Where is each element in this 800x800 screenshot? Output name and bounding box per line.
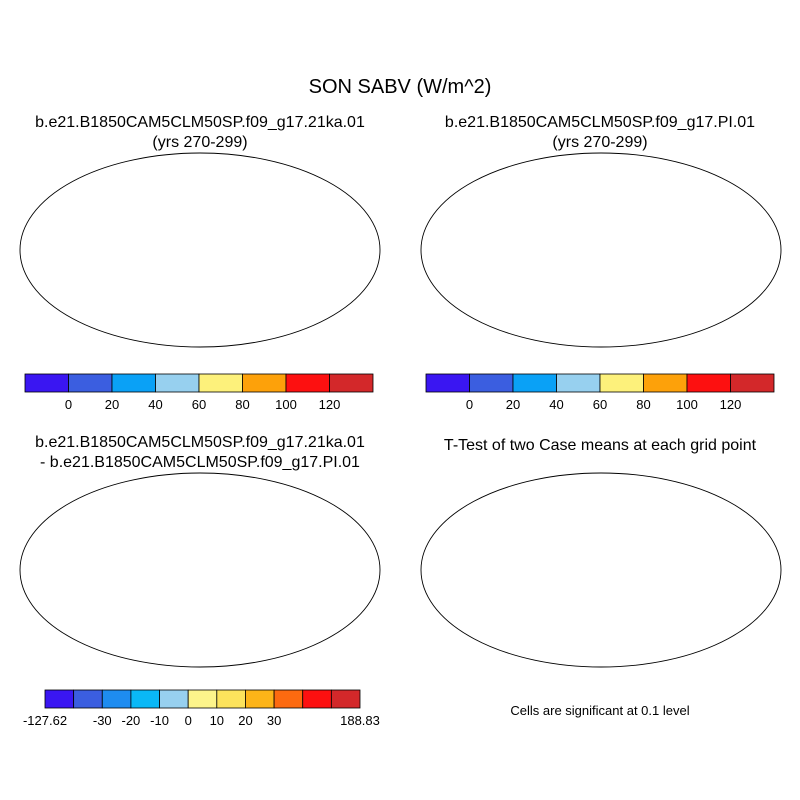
map-panel-diff bbox=[19, 472, 381, 668]
panel-b-title-line2: (yrs 270-299) bbox=[552, 134, 648, 151]
panel-ttest-title: T-Test of two Case means at each grid po… bbox=[443, 437, 757, 454]
landmass-nz bbox=[763, 620, 773, 634]
ocean-background bbox=[20, 153, 380, 347]
colorbar-swatch bbox=[273, 689, 304, 709]
colorbar-tick-label: 20 bbox=[506, 397, 520, 412]
colorbar-swatch bbox=[242, 373, 287, 393]
colorbar-tick-label: 20 bbox=[238, 713, 252, 728]
map-outline bbox=[420, 152, 782, 348]
colorbar-swatch bbox=[469, 373, 514, 393]
panel-diff-title-line2: - b.e21.B1850CAM5CLM50SP.f09_g17.PI.01 bbox=[40, 454, 360, 471]
colorbar-tick-label: 30 bbox=[267, 713, 281, 728]
colorbar-swatch bbox=[245, 689, 275, 709]
panel-b-title: b.e21.B1850CAM5CLM50SP.f09_g17.PI.01 (yr… bbox=[400, 113, 800, 153]
ocean-background bbox=[421, 153, 781, 347]
landmass-nz bbox=[362, 300, 372, 314]
panel-diff-title-line1: b.e21.B1850CAM5CLM50SP.f09_g17.21ka.01 bbox=[35, 434, 365, 451]
significance-note: Cells are significant at 0.1 level bbox=[510, 703, 690, 718]
landmass-nz bbox=[763, 300, 773, 314]
panel-a-title: b.e21.B1850CAM5CLM50SP.f09_g17.21ka.01 (… bbox=[0, 113, 400, 153]
panel-diff-title: b.e21.B1850CAM5CLM50SP.f09_g17.21ka.01 -… bbox=[0, 433, 400, 473]
colorbar-tick-label: 80 bbox=[636, 397, 650, 412]
colorbar-swatch bbox=[302, 689, 332, 709]
colorbar-tick-label: 100 bbox=[275, 397, 297, 412]
map-panel-ttest bbox=[420, 472, 782, 668]
colorbar-tick-label: 60 bbox=[593, 397, 607, 412]
colorbar-tick-label: 40 bbox=[148, 397, 162, 412]
colorbar-swatch bbox=[556, 373, 601, 393]
colorbar-diff: -127.62 -30 -20 -10 0 10 20 30 188.83 bbox=[23, 689, 380, 728]
colorbar-swatch bbox=[44, 689, 75, 709]
ocean-background bbox=[20, 473, 380, 667]
colorbar-tick-label: 120 bbox=[720, 397, 742, 412]
colorbar-tick-label: 80 bbox=[235, 397, 249, 412]
colorbar-swatch bbox=[599, 373, 644, 393]
colorbar-tick-label: -30 bbox=[93, 713, 112, 728]
map-panel-case-a bbox=[19, 152, 381, 348]
colorbar-tick-label: 188.83 bbox=[340, 713, 380, 728]
colorbar-swatch bbox=[512, 373, 557, 393]
map-outline bbox=[19, 152, 381, 348]
colorbar-tick-label: 10 bbox=[210, 713, 224, 728]
colorbar-tick-label: -10 bbox=[150, 713, 169, 728]
colorbar-swatch bbox=[155, 373, 200, 393]
colorbar-tick-label: 0 bbox=[185, 713, 192, 728]
figure-title: SON SABV (W/m^2) bbox=[308, 76, 492, 98]
map-outline bbox=[420, 472, 782, 668]
colorbar-abs-right: 0 20 40 60 80 100 120 bbox=[425, 373, 775, 412]
panel-a-title-line2: (yrs 270-299) bbox=[152, 134, 248, 151]
colorbar-swatch bbox=[198, 373, 243, 393]
colorbar-swatch bbox=[101, 689, 132, 709]
colorbar-swatch bbox=[159, 689, 189, 709]
colorbar-swatch bbox=[216, 689, 246, 709]
colorbar-swatch bbox=[643, 373, 688, 393]
colorbar-tick-label: 120 bbox=[319, 397, 341, 412]
ocean-background bbox=[421, 473, 781, 667]
colorbar-swatch bbox=[330, 689, 361, 709]
colorbar-swatch bbox=[73, 689, 103, 709]
colorbar-tick-label: -127.62 bbox=[23, 713, 67, 728]
colorbar-swatch bbox=[329, 373, 374, 393]
colorbar-swatch bbox=[24, 373, 69, 393]
panel-b-title-line1: b.e21.B1850CAM5CLM50SP.f09_g17.PI.01 bbox=[444, 114, 756, 131]
colorbar-swatch bbox=[187, 689, 218, 709]
colorbar-tick-label: 20 bbox=[105, 397, 119, 412]
colorbar-tick-label: 100 bbox=[676, 397, 698, 412]
colorbar-swatch bbox=[68, 373, 113, 393]
colorbar-tick-label: 0 bbox=[65, 397, 72, 412]
colorbar-swatch bbox=[730, 373, 775, 393]
colorbar-tick-label: 60 bbox=[192, 397, 206, 412]
landmass-nz bbox=[362, 620, 372, 634]
colorbar-tick-label: -20 bbox=[122, 713, 141, 728]
colorbar-tick-label: 40 bbox=[549, 397, 563, 412]
colorbar-tick-label: 0 bbox=[466, 397, 473, 412]
panel-a-title-line1: b.e21.B1850CAM5CLM50SP.f09_g17.21ka.01 bbox=[35, 114, 365, 131]
colorbar-swatch bbox=[285, 373, 330, 393]
map-outline bbox=[19, 472, 381, 668]
colorbar-swatch bbox=[425, 373, 470, 393]
colorbar-abs-left: 0 20 40 60 80 100 120 bbox=[24, 373, 374, 412]
map-panel-case-b bbox=[420, 152, 782, 348]
colorbar-swatch bbox=[111, 373, 156, 393]
colorbar-swatch bbox=[130, 689, 160, 709]
colorbar-swatch bbox=[686, 373, 731, 393]
